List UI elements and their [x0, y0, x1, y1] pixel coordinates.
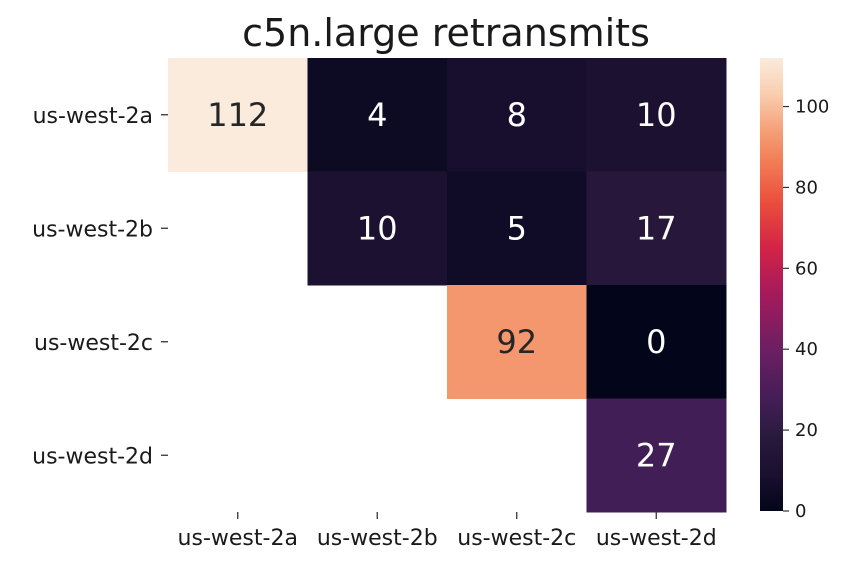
colorbar-tick-label: 80	[795, 177, 818, 198]
heatmap-cell-0-2	[447, 58, 587, 172]
heatmap-cell-1-3	[586, 171, 727, 286]
y-tick-label: us-west-2a	[33, 104, 153, 129]
colorbar-tick-label: 60	[795, 258, 818, 279]
cell-value-label: 10	[357, 209, 398, 247]
cell-value-label: 27	[636, 436, 677, 474]
x-axis: us-west-2a us-west-2b us-west-2c us-west-2d	[178, 512, 717, 551]
heatmap-cell-2-3	[586, 285, 727, 399]
colorbar-tick-label: 20	[795, 420, 818, 441]
chart-title: c5n.large retransmits	[242, 11, 650, 55]
cell-value-label: 5	[507, 209, 527, 247]
heatmap-cell-0-0	[168, 58, 308, 172]
y-tick-label: us-west-2d	[32, 444, 153, 469]
cell-value-label: 112	[207, 96, 268, 134]
cell-value-label: 4	[367, 96, 387, 134]
heatmap-cells: 112 4 8 10 10 5 17 92 0 27	[168, 58, 727, 513]
heatmap-cell-0-1	[307, 58, 448, 172]
colorbar-tick-label: 0	[795, 501, 806, 522]
cell-value-label: 8	[507, 96, 527, 134]
y-tick-label: us-west-2c	[34, 331, 153, 356]
x-tick-label: us-west-2a	[178, 526, 298, 551]
heatmap-cell-2-2	[447, 285, 587, 399]
cell-value-label: 92	[496, 323, 537, 361]
heatmap-cell-1-2	[447, 171, 587, 286]
colorbar-gradient	[760, 58, 783, 511]
y-axis: us-west-2a us-west-2b us-west-2c us-west-2d	[32, 104, 168, 469]
cell-value-label: 17	[636, 209, 677, 247]
cell-value-label: 10	[636, 96, 677, 134]
heatmap-cell-3-3	[586, 398, 727, 513]
x-tick-label: us-west-2b	[317, 526, 438, 551]
x-tick-label: us-west-2c	[457, 526, 576, 551]
heatmap-cell-1-1	[307, 171, 448, 286]
heatmap-cell-0-3	[586, 58, 727, 172]
y-tick-label: us-west-2b	[32, 217, 153, 242]
colorbar-tick-label: 40	[795, 339, 818, 360]
x-tick-label: us-west-2d	[596, 526, 717, 551]
colorbar: 0 20 40 60 80 100	[760, 58, 829, 522]
colorbar-tick-label: 100	[795, 97, 829, 118]
cell-value-label: 0	[646, 323, 666, 361]
